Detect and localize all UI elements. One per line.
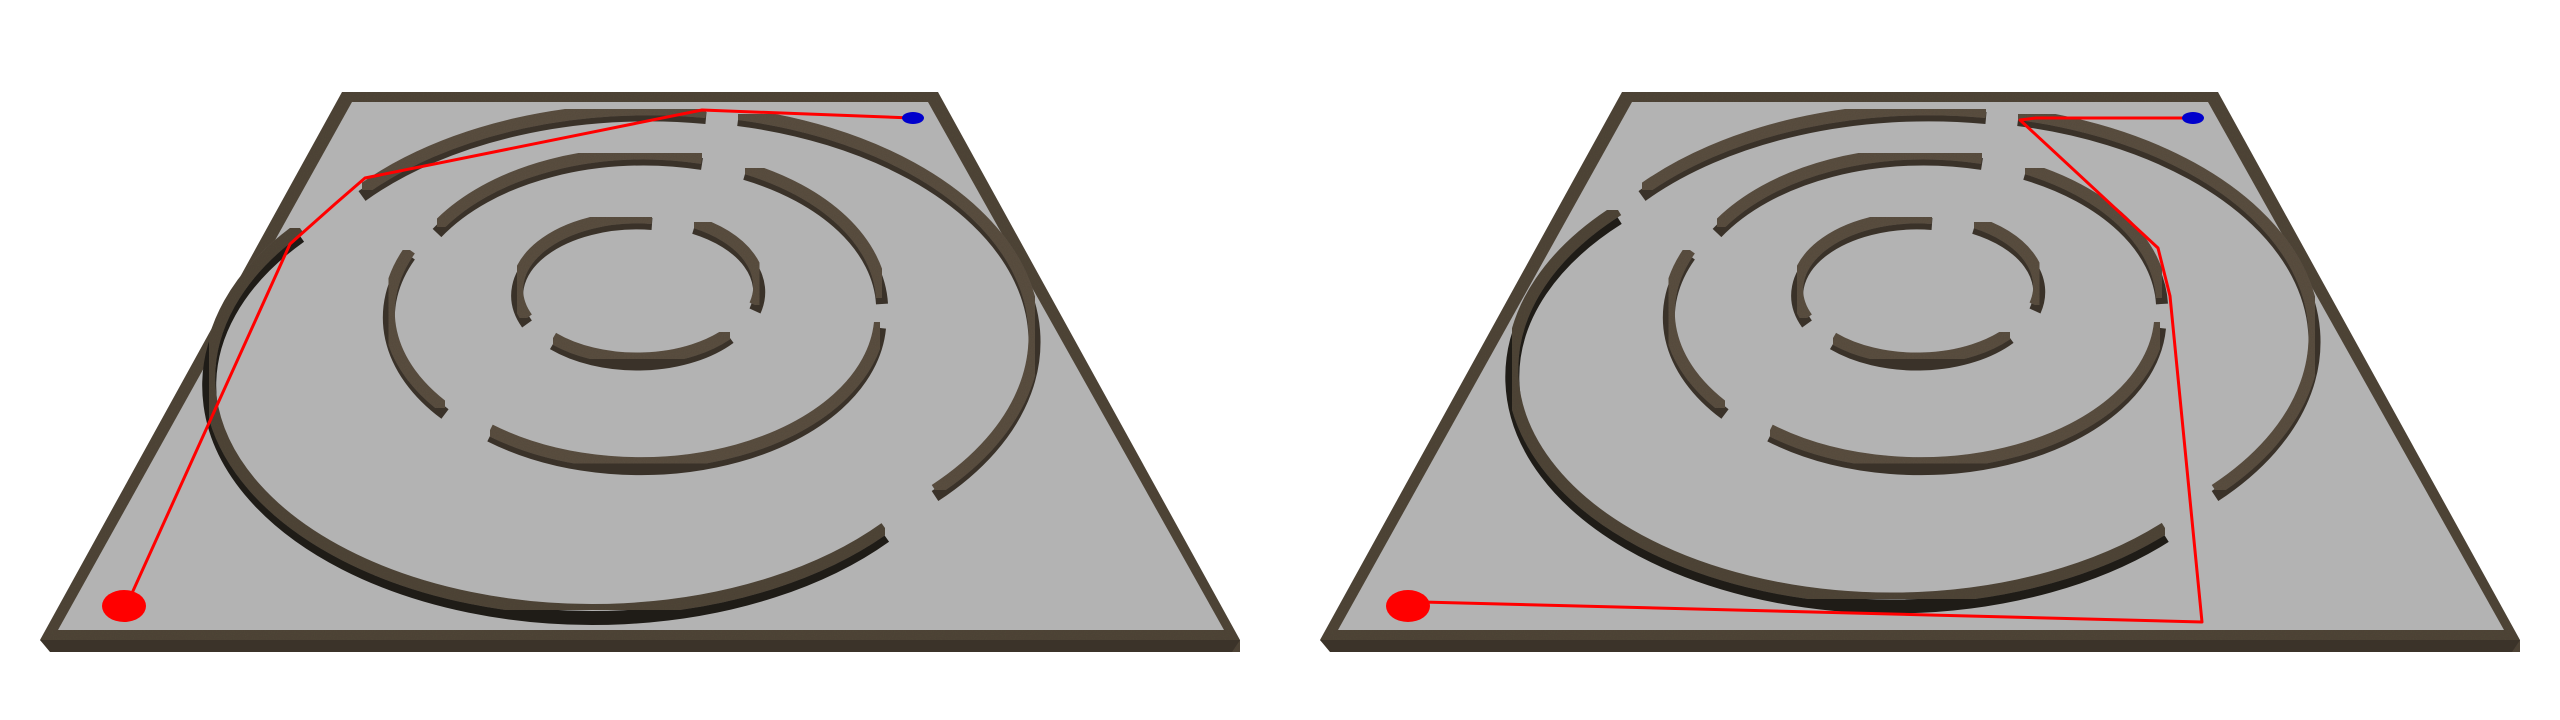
board-frame-edge (40, 640, 1240, 652)
goal-marker (2182, 112, 2204, 124)
maze-wall (382, 246, 449, 413)
maze-wall (487, 321, 886, 470)
maze-panel-right (1320, 92, 2520, 652)
board-frame-edge (1320, 640, 2520, 652)
maze-wall (1662, 246, 1729, 413)
maze-wall (2023, 162, 2168, 299)
maze-panel-left (40, 92, 1240, 652)
start-marker (102, 590, 146, 622)
maze-wall (1972, 216, 2046, 308)
maze-wall (432, 147, 703, 232)
maze-wall (549, 327, 734, 365)
goal-marker (902, 112, 924, 124)
maze-wall (1638, 103, 1987, 195)
maze-wall (737, 108, 1041, 496)
maze-walls (1505, 103, 2321, 614)
maze-wall (1829, 327, 2014, 365)
maze-wall (203, 223, 889, 617)
maze-board (40, 92, 1240, 652)
planned-path (1421, 116, 2204, 624)
maze-walls (202, 103, 1041, 626)
maze-board (1320, 92, 2520, 652)
maze-wall (2017, 108, 2321, 496)
planned-path (126, 108, 913, 603)
maze-wall (1791, 211, 1933, 322)
maze-wall (692, 216, 766, 308)
maze-wall (1767, 321, 2166, 470)
maze-wall (511, 211, 653, 322)
maze-wall (1712, 147, 1983, 232)
maze-wall (358, 103, 707, 195)
maze-wall (743, 162, 888, 299)
maze-wall (1506, 204, 2169, 605)
start-marker (1386, 590, 1430, 622)
